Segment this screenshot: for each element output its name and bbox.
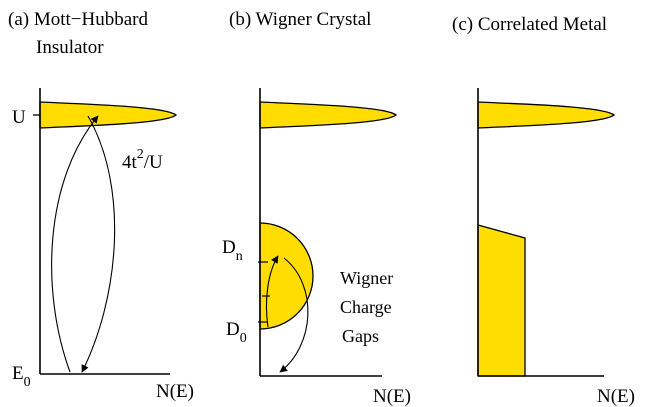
upper-band-b: [259, 101, 398, 129]
hopping-energy-label: 4t2/U: [122, 147, 163, 173]
panel-a-title-line1: (a) Mott−Hubbard: [8, 9, 148, 30]
metallic-band: [477, 224, 526, 377]
gap-label-line3: Gaps: [342, 326, 379, 346]
gap-arrow-inner: [265, 255, 279, 328]
dn-label: Dn: [222, 237, 243, 264]
panel-a-title-line2: Insulator: [36, 37, 104, 58]
excitation-arrow-down: [81, 115, 116, 373]
d0-label: D0: [226, 319, 247, 346]
lower-band-semicircle: [259, 222, 314, 330]
gap-label-line1: Wigner: [340, 268, 393, 288]
gap-label-line2: Charge: [340, 297, 392, 317]
panel-c-title: (c) Correlated Metal: [452, 14, 607, 35]
panel-a-x-axis-label: N(E): [156, 381, 194, 402]
panel-c-x-axis-label: N(E): [597, 386, 635, 407]
upper-band-c: [477, 101, 616, 129]
panel-b-title: (b) Wigner Crystal: [229, 9, 371, 30]
gap-arrow-outer: [279, 257, 309, 373]
panel-b: (b) Wigner Crystal Dn D0 Wigner Charge G…: [222, 9, 411, 407]
u-label: U: [12, 107, 26, 128]
excitation-arrow-up: [51, 115, 99, 373]
e0-label: E0: [12, 363, 31, 390]
panel-b-x-axis-label: N(E): [373, 386, 411, 407]
upper-hubbard-band-a: [39, 101, 178, 129]
panel-a: (a) Mott−Hubbard Insulator U E0 4t2/U N(…: [8, 9, 194, 402]
panel-c: (c) Correlated Metal N(E): [452, 14, 635, 407]
